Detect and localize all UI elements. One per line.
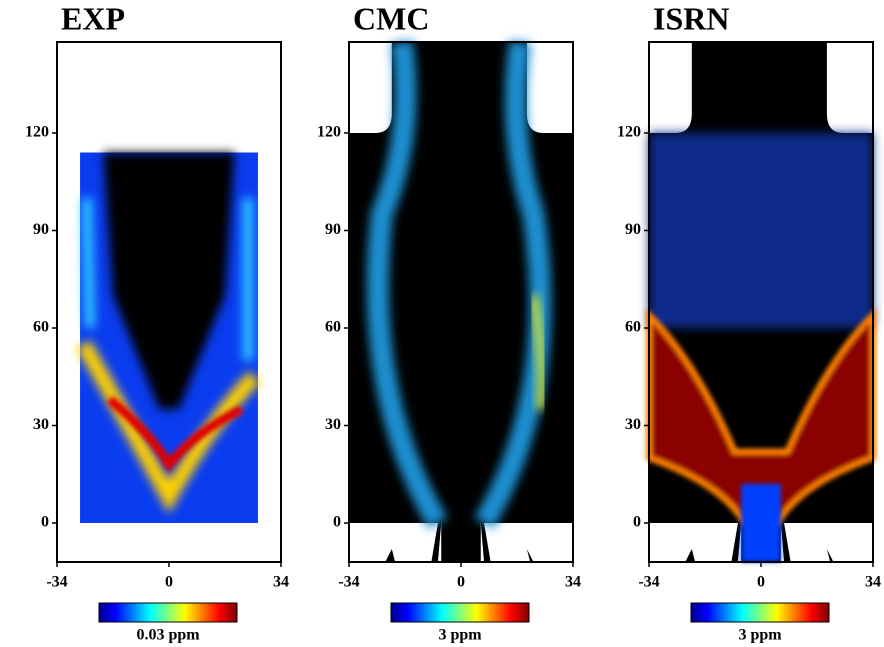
x-tick-label: 0 (165, 574, 173, 591)
y-tick-label: 120 (25, 124, 49, 141)
y-tick-label: 0 (41, 514, 49, 531)
y-tick-label: 90 (33, 221, 49, 238)
x-tick-label: -34 (46, 574, 67, 591)
y-tick-label: 60 (625, 319, 641, 336)
y-tick-label: 90 (325, 221, 341, 238)
panel-title: EXP (61, 0, 125, 36)
colorbar (690, 602, 830, 623)
panel (348, 40, 574, 563)
y-tick-label: 30 (625, 416, 641, 433)
panel-title: ISRN (653, 0, 729, 36)
field-image (103, 152, 235, 410)
x-tick-label: 34 (865, 574, 881, 591)
y-tick-label: 120 (617, 124, 641, 141)
field-image (649, 133, 873, 328)
x-tick-label: -34 (638, 574, 659, 591)
y-tick-label: 90 (625, 221, 641, 238)
colorbar-label: 0.03 ppm (136, 627, 200, 644)
y-tick-label: 30 (325, 416, 341, 433)
field-image (366, 40, 552, 529)
colorbar (98, 602, 238, 623)
field-image (76, 340, 261, 514)
wall (349, 42, 392, 133)
y-tick-label: 60 (325, 319, 341, 336)
colorbar-label: 3 ppm (438, 627, 482, 644)
y-tick-label: 0 (633, 514, 641, 531)
wall (826, 42, 873, 133)
y-tick-label: 60 (33, 319, 49, 336)
x-tick-label: 34 (273, 574, 289, 591)
x-tick-label: 34 (565, 574, 581, 591)
y-tick-label: 30 (33, 416, 49, 433)
field-image (741, 484, 781, 562)
panel (646, 41, 876, 563)
panel (56, 41, 282, 563)
x-tick-label: 0 (757, 574, 765, 591)
wall (649, 42, 692, 133)
colorbar (390, 602, 530, 623)
field-image (81, 197, 254, 361)
nozzle (441, 523, 481, 562)
y-tick-label: 120 (317, 124, 341, 141)
field-image (528, 294, 548, 411)
y-tick-label: 0 (333, 514, 341, 531)
colorbar-label: 3 ppm (738, 627, 782, 644)
wall (526, 42, 573, 133)
x-tick-label: 0 (457, 574, 465, 591)
x-tick-label: -34 (338, 574, 359, 591)
field-image (106, 396, 244, 473)
panel-title: CMC (353, 0, 429, 36)
